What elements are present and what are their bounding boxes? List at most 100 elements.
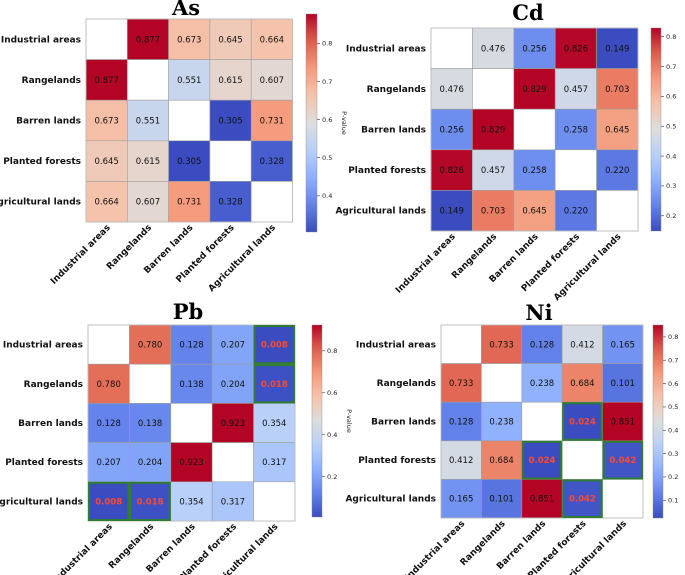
cell-value-label: 0.256 xyxy=(440,126,464,136)
heatmap-cell xyxy=(209,181,252,223)
cell-value-label: 0.101 xyxy=(489,495,513,505)
heatmap-cell xyxy=(513,68,556,110)
heatmap-cell xyxy=(521,401,563,442)
cell-value-label: 0.207 xyxy=(221,341,245,351)
colorbar-tick-label: 0.5 xyxy=(668,403,678,411)
heatmap-cell xyxy=(168,59,211,101)
row-label: Agricultural lands xyxy=(0,497,83,507)
panel-title: As xyxy=(171,0,200,20)
cell-value-label: 0.877 xyxy=(136,35,160,45)
cell-value-label: 0.731 xyxy=(260,117,284,127)
cell-value-label: 0.457 xyxy=(564,85,588,95)
column-label: Industrial areas xyxy=(51,522,115,575)
cell-value-label: 0.008 xyxy=(261,341,288,351)
colorbar xyxy=(652,324,664,519)
heatmap-cell xyxy=(596,68,639,110)
row-label: Barren lands xyxy=(361,126,426,136)
heatmap-cell xyxy=(170,324,213,365)
row-label: Agricultural lands xyxy=(345,495,436,505)
colorbar-tick-label: 0.8 xyxy=(322,40,332,48)
heatmap-cell xyxy=(168,18,211,60)
cell-value-label: 0.018 xyxy=(261,380,288,390)
heatmap-cell xyxy=(561,479,603,519)
cell-value-label: 0.305 xyxy=(218,117,242,127)
heatmap-cell xyxy=(561,324,603,364)
cell-value-label: 0.317 xyxy=(262,458,286,468)
heatmap-cell xyxy=(440,363,482,403)
heatmap-cell xyxy=(87,363,130,404)
colorbar-tick-label: 0.6 xyxy=(668,380,678,388)
heatmap-cell xyxy=(211,442,254,483)
heatmap-cell xyxy=(596,108,639,151)
cell-value-label: 0.354 xyxy=(262,419,286,429)
cell-value-label: 0.258 xyxy=(564,126,588,136)
heatmap-cell xyxy=(481,363,523,403)
heatmap-cell xyxy=(211,363,254,404)
heatmap-panel-as: As 0.877 0.673 0.645 0.664 0.877 0.551 0.615 0.6… xyxy=(0,0,348,294)
cell-value-label: 0.684 xyxy=(570,379,594,389)
heatmap-cell xyxy=(554,27,597,69)
heatmap-cell xyxy=(127,18,169,60)
cell-value-label: 0.645 xyxy=(522,207,546,217)
colorbar xyxy=(650,27,662,232)
cell-value-label: 0.607 xyxy=(260,76,284,86)
cell-value-label: 0.138 xyxy=(179,380,203,390)
heatmap-cell xyxy=(209,140,252,182)
heatmap-panel-cd: Cd 0.476 0.256 0.826 0.149 0.476 0.829 0.457 0.7… xyxy=(335,0,685,303)
cell-value-label: 0.673 xyxy=(94,117,118,127)
significant-cell-border xyxy=(562,479,603,518)
heatmap-cell xyxy=(440,440,482,480)
cell-value-label: 0.851 xyxy=(530,495,554,505)
colorbar-tick-label: 0.8 xyxy=(666,33,676,41)
cell-value-label: 0.220 xyxy=(605,166,629,176)
cell-value-label: 0.258 xyxy=(522,166,546,176)
heatmap-cell xyxy=(250,59,293,101)
heatmap-cell xyxy=(554,190,597,232)
cell-value-label: 0.733 xyxy=(489,340,513,350)
heatmap-cell xyxy=(211,481,254,522)
cell-value-label: 0.645 xyxy=(218,35,242,45)
cell-value-label: 0.018 xyxy=(137,497,164,507)
cell-value-label: 0.238 xyxy=(489,418,513,428)
heatmap-cell xyxy=(129,481,172,522)
heatmap-cell xyxy=(472,68,515,110)
cell-value-label: 0.128 xyxy=(179,341,203,351)
cell-value-label: 0.664 xyxy=(260,35,284,45)
heatmap-cell xyxy=(170,363,213,404)
heatmap-cell xyxy=(602,479,644,519)
cell-value-label: 0.615 xyxy=(218,76,242,86)
row-label: Planted forests xyxy=(5,458,83,468)
colorbar-tick-label: 0.1 xyxy=(668,497,678,505)
cell-value-label: 0.165 xyxy=(611,340,635,350)
colorbar-tick-label: 0.6 xyxy=(666,93,676,101)
heatmap-cell xyxy=(85,18,128,60)
significant-cell-border xyxy=(88,481,130,521)
colorbar-tick-label: 0.7 xyxy=(666,63,676,71)
heatmap-cell xyxy=(513,108,556,151)
cell-value-label: 0.042 xyxy=(609,456,636,466)
colorbar-axis-label: P-value xyxy=(340,111,348,135)
cell-value-label: 0.673 xyxy=(177,35,201,45)
colorbar-tick-label: 0.4 xyxy=(668,427,678,435)
heatmap-cell xyxy=(127,99,169,142)
row-label: Industrial areas xyxy=(3,341,83,351)
row-label: Planted forests xyxy=(348,166,426,176)
significant-cell-border xyxy=(129,481,171,521)
row-label: Rangelands xyxy=(22,76,81,86)
colorbar xyxy=(311,324,323,518)
heatmap-cell xyxy=(561,401,603,442)
significant-cell-border xyxy=(562,402,603,441)
heatmap-cell xyxy=(250,18,293,60)
heatmap-cell xyxy=(127,181,169,223)
heatmap-border xyxy=(440,324,644,519)
cell-value-label: 0.733 xyxy=(449,379,473,389)
panel-title: Ni xyxy=(525,300,552,325)
heatmap-cell xyxy=(440,324,482,364)
heatmap-cell xyxy=(596,149,639,191)
cell-value-label: 0.551 xyxy=(177,76,201,86)
panel-title: Pb xyxy=(173,299,203,324)
colorbar-tick-label: 0.3 xyxy=(668,450,678,458)
heatmap-cell xyxy=(472,149,515,191)
colorbar-axis-label: P-value xyxy=(345,409,353,433)
